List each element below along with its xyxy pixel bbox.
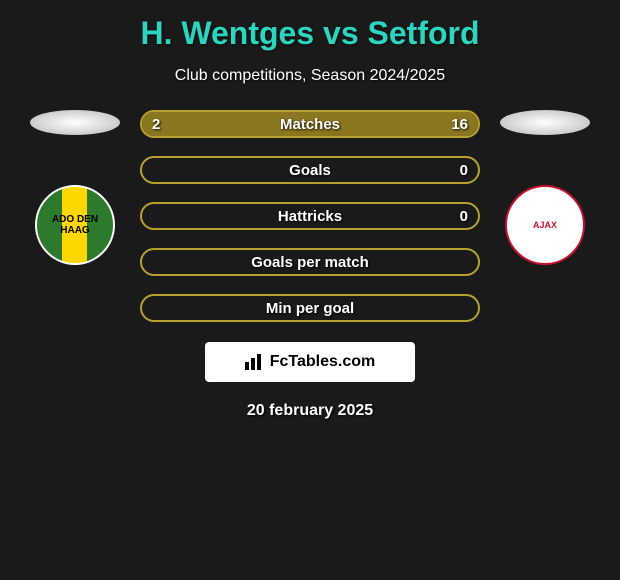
stat-value-right: 0 bbox=[460, 162, 468, 179]
stats-area: ADO DEN HAAG 2Matches16Goals0Hattricks0G… bbox=[0, 110, 620, 322]
stat-label: Hattricks bbox=[278, 208, 342, 225]
stat-value-left: 2 bbox=[152, 116, 160, 133]
player-silhouette-left bbox=[30, 110, 120, 135]
club-logo-right: AJAX bbox=[505, 185, 585, 265]
stat-bars: 2 Matches 16 Goals 0 Hattricks 0 Goals per matc… bbox=[140, 110, 480, 322]
right-player-column: AJAX bbox=[495, 110, 595, 265]
chart-icon bbox=[245, 354, 265, 370]
stat-bar: Goals 0 bbox=[140, 156, 480, 184]
comparison-infographic: H. Wentges vs Setford Club competitions,… bbox=[0, 0, 620, 580]
stat-label: Goals per match bbox=[251, 254, 369, 271]
club-label-left: ADO DEN HAAG bbox=[37, 214, 113, 236]
stat-value-right: 0 bbox=[460, 208, 468, 225]
left-player-column: ADO DEN HAAG bbox=[25, 110, 125, 265]
stat-label: Goals bbox=[289, 162, 331, 179]
club-label-right: AJAX bbox=[515, 195, 575, 255]
stat-label: Min per goal bbox=[266, 300, 354, 317]
stat-bar: Goals per match bbox=[140, 248, 480, 276]
stat-bar: Hattricks 0 bbox=[140, 202, 480, 230]
bar-fill-left bbox=[142, 112, 179, 136]
stat-label: Matches bbox=[280, 116, 340, 133]
club-logo-left: ADO DEN HAAG bbox=[35, 185, 115, 265]
brand-logo: FcTables.com bbox=[205, 342, 415, 382]
subtitle: Club competitions, Season 2024/2025 bbox=[0, 67, 620, 85]
page-title: H. Wentges vs Setford bbox=[0, 0, 620, 52]
stat-value-right: 16 bbox=[451, 116, 468, 133]
player-silhouette-right bbox=[500, 110, 590, 135]
stat-bar: 2 Matches 16 bbox=[140, 110, 480, 138]
brand-text: FcTables.com bbox=[270, 353, 376, 371]
date-label: 20 february 2025 bbox=[0, 402, 620, 420]
stat-bar: Min per goal bbox=[140, 294, 480, 322]
